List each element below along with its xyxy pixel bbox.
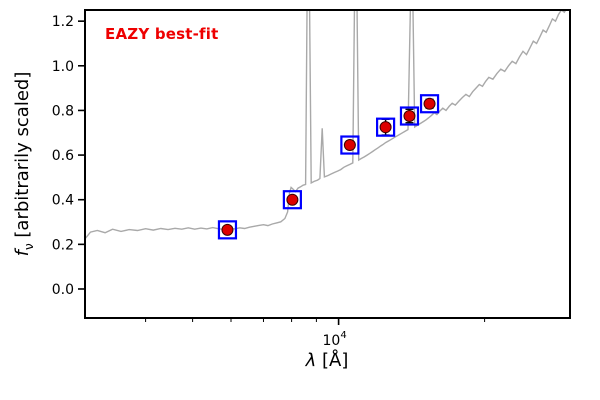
marker-square — [282, 190, 302, 210]
marker-circle — [343, 139, 356, 152]
y-axis-label: fν [arbitrarily scaled] — [12, 72, 36, 257]
plot-frame — [84, 9, 571, 319]
marker-square — [375, 117, 396, 137]
y-tick-label: 1.0 — [52, 59, 74, 75]
marker-circle — [423, 97, 436, 110]
marker-square — [399, 106, 420, 126]
y-axis-label-subscript: ν — [21, 243, 36, 251]
y-tick-label: 0.4 — [52, 193, 74, 209]
x-tick-label: 104 — [322, 330, 346, 349]
marker-circle — [286, 193, 299, 206]
x-axis-label-rest: [Å] — [316, 350, 349, 371]
photometry-point — [340, 135, 360, 155]
y-tick-label: 0.0 — [52, 282, 74, 298]
y-tick-label: 0.2 — [52, 237, 74, 253]
y-tick-label: 0.8 — [52, 103, 74, 119]
y-tick-label: 1.2 — [52, 14, 74, 30]
marker-square — [217, 220, 238, 240]
photometry-point — [282, 190, 302, 210]
marker-square — [340, 135, 360, 155]
photometry-point — [419, 94, 440, 114]
y-axis-label-symbol: f — [12, 250, 34, 257]
y-tick-label: 0.6 — [52, 148, 74, 164]
photometry-point — [375, 117, 396, 137]
marker-circle — [221, 223, 234, 236]
marker-square — [419, 94, 440, 114]
y-axis-label-rest: [arbitrarily scaled] — [12, 71, 34, 244]
photometry-point — [399, 106, 420, 126]
marker-circle — [403, 110, 416, 123]
x-axis-label-lambda: λ — [305, 350, 317, 371]
x-axis-label: λ [Å] — [306, 350, 349, 371]
photometry-point — [217, 220, 238, 240]
marker-circle — [379, 121, 392, 134]
annotation-eazy-best-fit: EAZY best-fit — [105, 25, 219, 43]
